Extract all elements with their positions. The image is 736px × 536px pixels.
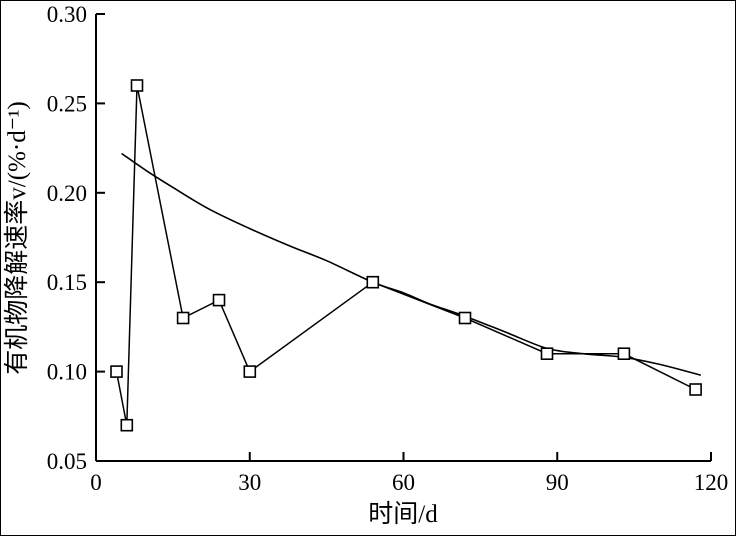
data-point-marker [243, 365, 257, 378]
x-tick-label: 120 [694, 470, 729, 495]
x-tick-label: 90 [546, 470, 569, 495]
y-tick-label: 0.05 [47, 449, 87, 474]
y-tick-label: 0.30 [47, 2, 87, 27]
data-point-marker [366, 275, 380, 289]
data-point-marker [689, 383, 702, 396]
axes-layer: 0 30 60 90 120 0.05 0.10 0.15 0.20 0.25 0.30 [47, 2, 729, 495]
data-point-marker [540, 347, 554, 361]
measured-series [110, 79, 702, 432]
x-axis-title: 时间/d [368, 500, 438, 528]
x-tick-label: 30 [238, 470, 261, 495]
y-tick-label: 0.20 [47, 181, 87, 206]
data-point-marker [458, 311, 472, 325]
y-tick-label: 0.15 [47, 270, 87, 295]
data-point-marker [617, 347, 631, 361]
y-tick-label: 0.10 [47, 360, 87, 385]
fitted-curve [121, 152, 702, 376]
x-tick-label: 60 [392, 470, 415, 495]
data-point-marker [110, 365, 123, 378]
data-point-marker [130, 79, 144, 92]
data-point-marker [120, 418, 134, 432]
y-axis-title: 有机物降解速率v/(%·d⁻¹) [3, 101, 31, 374]
y-tick-label: 0.25 [47, 91, 87, 116]
data-point-marker [176, 311, 190, 325]
data-point-marker [212, 293, 226, 307]
x-tick-label: 0 [90, 470, 102, 495]
